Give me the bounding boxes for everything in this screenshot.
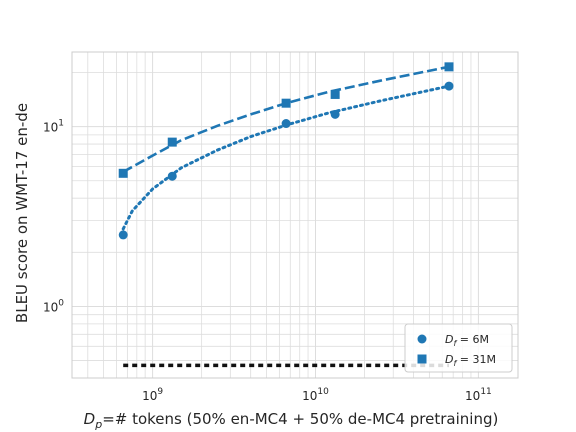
x-tick-label: 109 (142, 387, 163, 403)
data-point-circle (444, 81, 454, 91)
legend-marker-square (417, 354, 427, 364)
x-tick-label: 1010 (302, 387, 329, 403)
data-point-square (167, 137, 177, 147)
y-axis-label: BLEU score on WMT-17 en-de (13, 103, 31, 323)
legend-entry-label: Df = 31M (445, 353, 496, 368)
y-tick-label: 101 (43, 119, 64, 135)
data-point-circle (330, 109, 340, 119)
data-point-square (444, 62, 454, 72)
data-point-square (330, 89, 340, 99)
plot-area-frame (71, 51, 519, 379)
x-tick-label: 1011 (465, 387, 492, 403)
fit-line-dotted (121, 84, 451, 231)
legend-entry-label: Df = 6M (445, 333, 489, 348)
data-point-square (118, 168, 128, 178)
data-point-circle (167, 171, 177, 181)
legend-box (404, 323, 513, 373)
data-point-square (281, 98, 291, 108)
series-layer (118, 62, 454, 368)
data-point-circle (281, 119, 291, 129)
tick-labels: 109 1010 1011 100 101 (43, 119, 492, 403)
data-point-circle (118, 230, 128, 240)
legend: Df = 6M Df = 31M (404, 323, 513, 373)
legend-marker-circle (417, 334, 427, 344)
x-axis-label: Dp=# tokens (50% en-MC4 + 50% de-MC4 pre… (84, 410, 499, 431)
fit-line-dashed (122, 65, 450, 174)
y-tick-label: 100 (43, 298, 64, 314)
